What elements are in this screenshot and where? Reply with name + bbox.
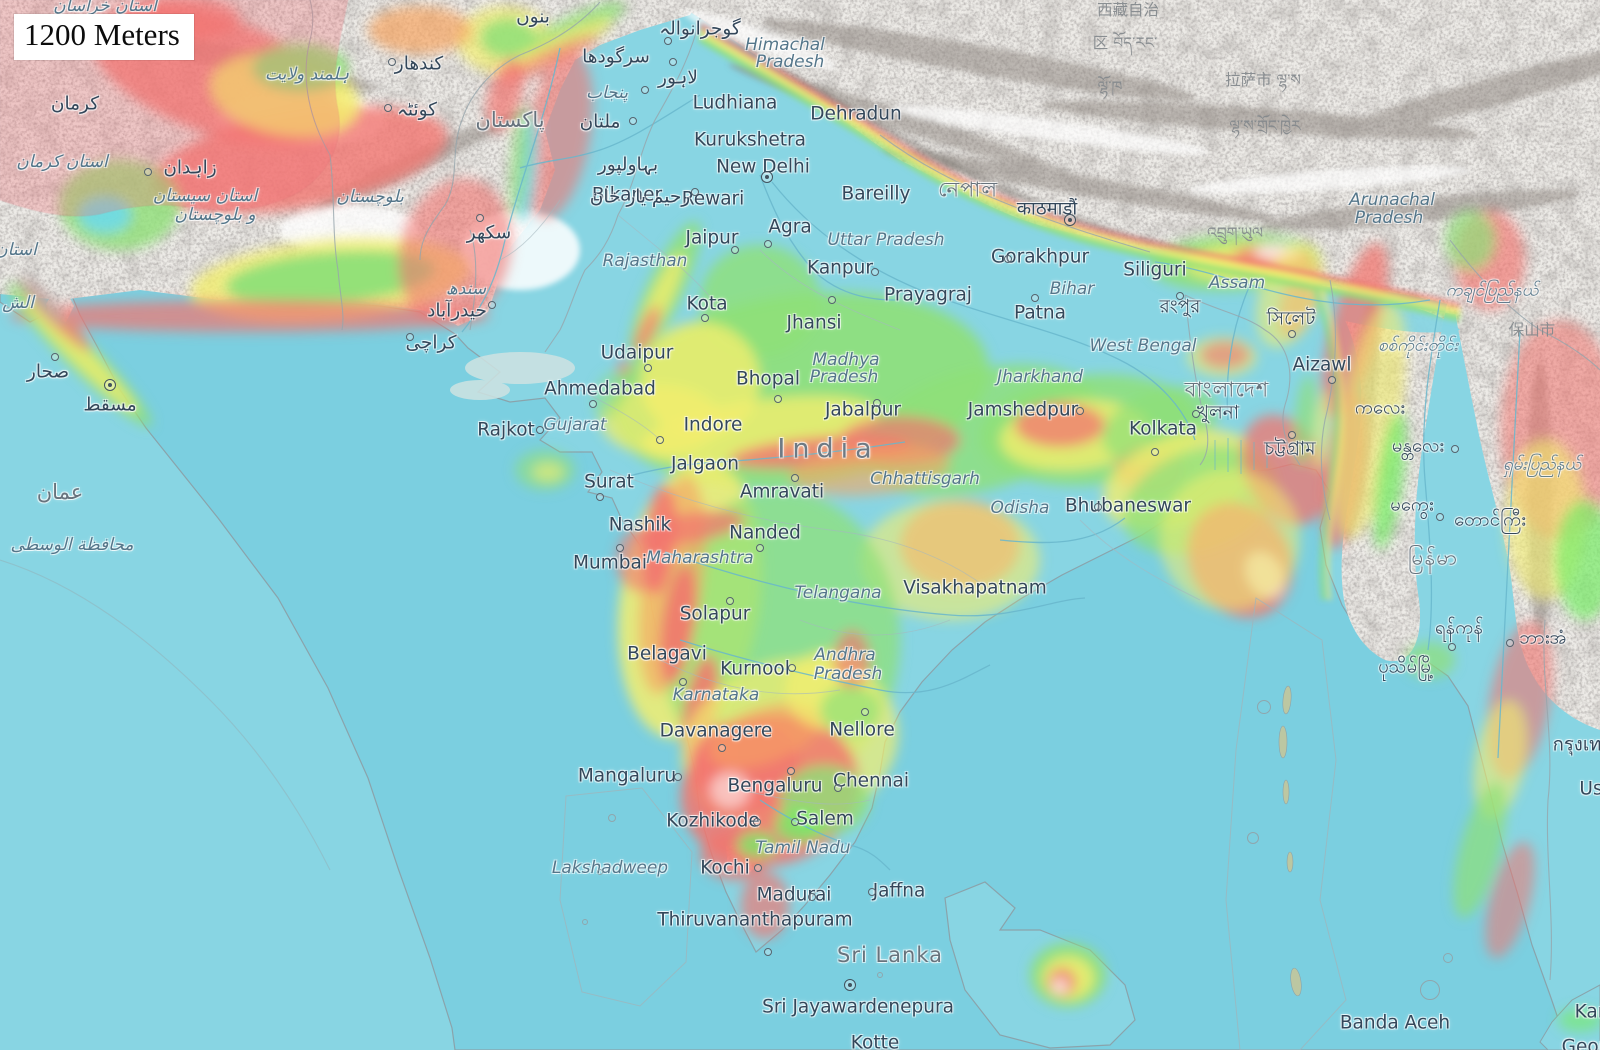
country-borders [0,0,1600,981]
himalaya-fringe [697,23,1461,601]
andaman-islands [1278,685,1302,997]
rivers [461,47,1521,871]
elevation-badge: 1200 Meters [14,14,194,60]
sea [0,247,1567,1050]
rann-of-kutch [450,352,575,400]
state-borders [499,199,1201,805]
maritime-boundaries [559,597,1347,1050]
